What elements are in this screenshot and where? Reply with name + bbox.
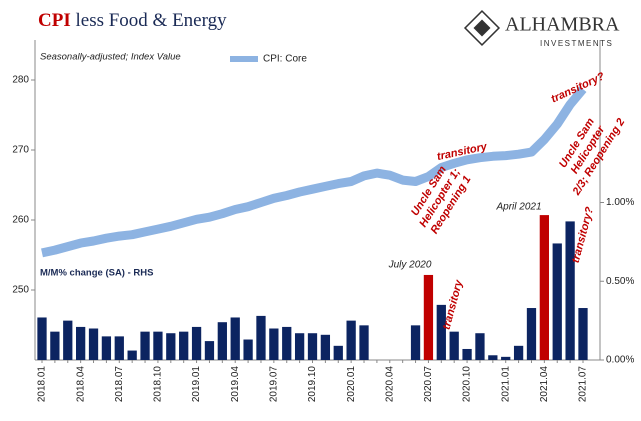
y2-tick-label: 0.50% xyxy=(606,276,634,287)
bar xyxy=(294,333,305,360)
x-tick-label: 2020.04 xyxy=(384,366,395,403)
bar xyxy=(475,333,485,360)
x-tick-label: 2020.01 xyxy=(346,366,357,403)
bar xyxy=(513,345,524,360)
bar xyxy=(140,331,150,360)
bar xyxy=(101,336,112,360)
x-tick-label: 2021.07 xyxy=(578,366,589,403)
annotation: Uncle SamHelicopter 1;Reopening 1 xyxy=(406,159,474,236)
logo-text: ALHAMBRA xyxy=(505,14,620,36)
bar xyxy=(578,308,588,360)
bar xyxy=(88,328,99,360)
logo-mark xyxy=(473,19,491,37)
x-tick-label: 2019.10 xyxy=(307,366,318,403)
title-part: CPI xyxy=(38,10,71,31)
bar xyxy=(346,320,356,360)
bar xyxy=(462,348,472,360)
bar xyxy=(76,326,86,360)
bar xyxy=(501,356,511,360)
bar xyxy=(204,341,215,360)
y2-tick-label: 1.00% xyxy=(606,197,634,208)
bar xyxy=(359,325,369,360)
x-tick-label: 2018.07 xyxy=(114,366,125,403)
bar xyxy=(539,215,549,360)
subtitle: Seasonally-adjusted; Index Value xyxy=(40,52,181,63)
logo-text: INVESTMENTS xyxy=(540,39,613,48)
bar xyxy=(153,331,163,360)
bar xyxy=(269,328,279,360)
bar xyxy=(410,325,421,360)
x-tick-label: 2018.04 xyxy=(75,366,86,403)
bar xyxy=(50,331,60,360)
bar xyxy=(166,333,176,360)
x-tick-label: 2019.07 xyxy=(268,366,279,403)
x-tick-label: 2019.01 xyxy=(191,366,202,403)
bar xyxy=(114,336,124,360)
bar xyxy=(63,320,73,360)
y-tick-label: 250 xyxy=(12,285,29,296)
annotation: April 2021 xyxy=(495,202,541,213)
bar xyxy=(423,274,434,360)
bar xyxy=(552,243,562,360)
bar xyxy=(449,331,459,360)
x-tick-label: 2019.04 xyxy=(230,366,241,403)
bar xyxy=(37,317,47,360)
bar xyxy=(217,322,227,360)
bar xyxy=(127,350,137,360)
x-tick-label: 2021.04 xyxy=(539,366,550,403)
y-tick-label: 270 xyxy=(12,145,29,156)
x-tick-label: 2018.10 xyxy=(153,366,164,403)
logo-mark xyxy=(463,9,501,47)
x-tick-label: 2020.07 xyxy=(423,366,434,403)
bar xyxy=(243,339,253,360)
y-tick-label: 260 xyxy=(12,215,29,226)
bar xyxy=(191,326,202,360)
bar xyxy=(256,315,266,360)
x-tick-label: 2020.10 xyxy=(462,366,473,403)
bar xyxy=(565,221,575,360)
bar xyxy=(230,317,240,360)
bar xyxy=(333,345,343,360)
x-tick-label: 2021.01 xyxy=(500,366,511,403)
annotation: transitory xyxy=(441,278,466,331)
bar xyxy=(526,308,537,360)
y-tick-label: 280 xyxy=(12,75,29,86)
bar xyxy=(179,331,189,360)
chart-title: CPI less Food & Energy xyxy=(38,10,227,31)
y2-tick-label: 0.00% xyxy=(606,355,634,366)
annotation: July 2020 xyxy=(388,260,432,271)
bar xyxy=(282,326,292,360)
x-tick-label: 2018.01 xyxy=(37,366,48,403)
bar xyxy=(320,334,331,360)
line xyxy=(41,86,587,258)
legend-label: CPI: Core xyxy=(263,54,307,65)
title-part: less Food & Energy xyxy=(75,10,227,31)
bar xyxy=(307,333,318,360)
logo: ALHAMBRA INVESTMENTS xyxy=(463,9,620,48)
bar xyxy=(488,355,498,360)
bar xyxy=(436,304,446,360)
y2-axis-label: M/M% change (SA) - RHS xyxy=(40,268,153,279)
